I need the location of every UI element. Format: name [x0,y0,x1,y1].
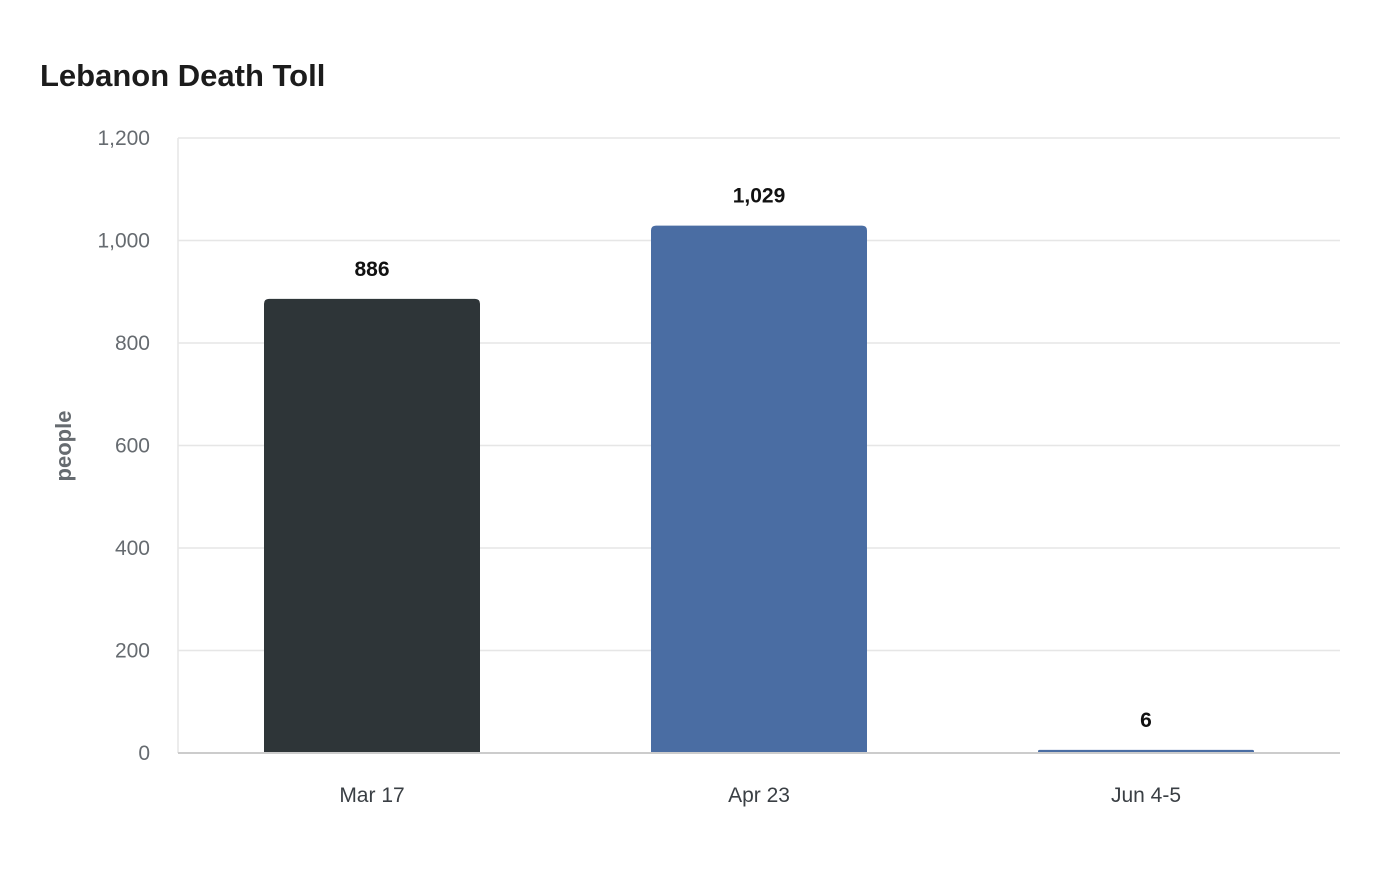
y-axis-title: people [51,411,76,482]
x-category-label: Mar 17 [339,784,404,807]
bar-mar-17 [264,298,480,753]
bar-value-labels: 886 1,029 6 [354,185,1151,732]
bars [264,225,1254,753]
y-tick-label: 1,200 [97,127,150,150]
y-tick-label: 0 [138,742,150,765]
bar-value-label: 6 [1140,709,1152,732]
y-tick-label: 600 [115,435,150,458]
x-axis-category-labels: Mar 17 Apr 23 Jun 4-5 [339,784,1181,807]
y-tick-label: 1,000 [97,230,150,253]
bar-value-label: 886 [354,258,389,281]
y-tick-label: 200 [115,640,150,663]
x-category-label: Jun 4-5 [1111,784,1181,807]
y-tick-label: 400 [115,537,150,560]
chart-title: Lebanon Death Toll [40,58,326,93]
bar-value-label: 1,029 [733,185,786,208]
y-axis-tick-labels: 0 200 400 600 800 1,000 1,200 [97,127,150,765]
y-tick-label: 800 [115,332,150,355]
bar-apr-23 [651,225,867,753]
x-category-label: Apr 23 [728,784,790,807]
